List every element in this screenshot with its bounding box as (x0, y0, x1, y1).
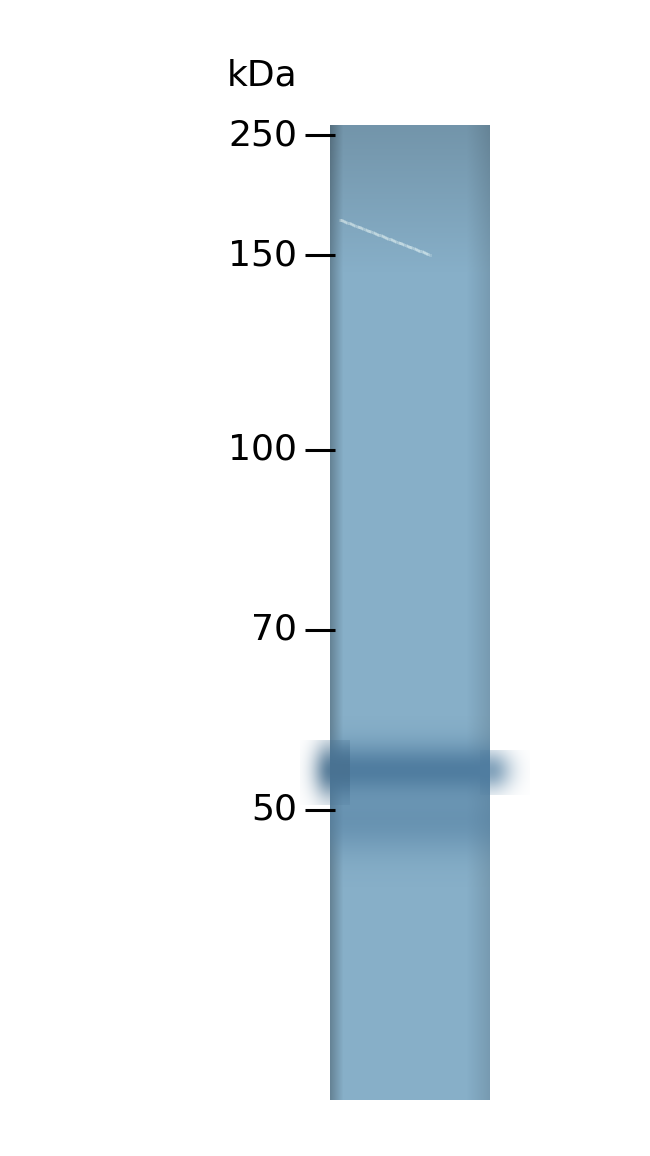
Text: kDa: kDa (226, 58, 297, 92)
Text: 150: 150 (228, 238, 297, 272)
Text: 50: 50 (251, 793, 297, 827)
Text: 250: 250 (228, 118, 297, 151)
Text: 70: 70 (251, 613, 297, 647)
Text: 100: 100 (228, 434, 297, 467)
